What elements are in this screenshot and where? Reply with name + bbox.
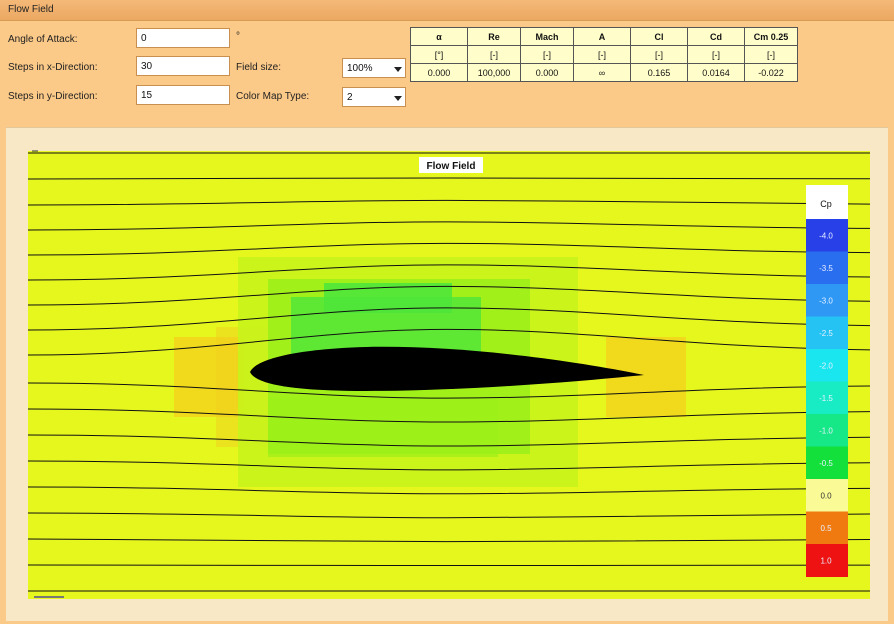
colorbar-swatch <box>806 511 848 545</box>
colorbar-swatch <box>806 219 848 252</box>
colorbar-label: -3.0 <box>819 296 833 305</box>
steps-x-label: Steps in x-Direction: <box>8 62 98 73</box>
unit-cd: [-] <box>687 45 745 64</box>
colorbar-swatch <box>806 251 848 285</box>
value-a: ∞ <box>573 63 631 82</box>
streamline <box>27 285 871 306</box>
colorbar-label: -2.5 <box>819 329 833 338</box>
colorbar-label: 0.5 <box>820 524 832 533</box>
cp-colorbar: Cp -4.0 -3.5 -3.0 -2.5 -2.0 -1.5 -1.0 -0.5 0.0 0.… <box>806 185 848 577</box>
colorbar-label: -2.0 <box>819 361 833 370</box>
colorbar-title-box <box>806 185 848 219</box>
window-title: Flow Field <box>8 4 54 15</box>
header-cm: Cm 0.25 <box>744 27 798 46</box>
aoa-label: Angle of Attack: <box>8 34 78 45</box>
field-size-value: 100% <box>347 63 373 74</box>
field-size-label: Field size: <box>236 62 282 73</box>
streamline <box>27 242 871 256</box>
results-table: α Re Mach A Cl Cd Cm 0.25 [°] [-] [-] [-… <box>410 27 798 82</box>
aoa-input[interactable]: 0 <box>136 28 230 48</box>
header-cl: Cl <box>630 27 688 46</box>
streamline <box>27 221 871 231</box>
streamline <box>27 264 871 281</box>
streamline <box>27 328 871 356</box>
pressure-cell <box>268 397 498 457</box>
streamline <box>27 408 871 423</box>
color-map-value: 2 <box>347 92 353 103</box>
colorbar-label: -3.5 <box>819 264 833 273</box>
value-alpha: 0.000 <box>410 63 468 82</box>
colorbar-swatch <box>806 349 848 382</box>
steps-y-input[interactable]: 15 <box>136 85 230 105</box>
airfoil-shape <box>250 346 644 391</box>
colorbar-swatch <box>806 544 848 577</box>
unit-cm: [-] <box>744 45 798 64</box>
window-titlebar: Flow Field <box>0 0 894 21</box>
flow-field-pressure-cells <box>174 257 686 487</box>
streamline <box>27 460 871 471</box>
chevron-down-icon <box>394 67 402 72</box>
colorbar-label: -1.5 <box>819 394 833 403</box>
unit-a: [-] <box>573 45 631 64</box>
colorbar-label: -0.5 <box>819 459 833 468</box>
header-cd: Cd <box>687 27 745 46</box>
value-mach: 0.000 <box>520 63 574 82</box>
value-cl: 0.165 <box>630 63 688 82</box>
streamline <box>27 177 871 180</box>
unit-mach: [-] <box>520 45 574 64</box>
header-mach: Mach <box>520 27 574 46</box>
header-re: Re <box>467 27 521 46</box>
results-units-row: [°] [-] [-] [-] [-] [-] [-] <box>410 45 798 64</box>
colorbar-swatch <box>806 446 848 480</box>
color-map-label: Color Map Type: <box>236 91 310 102</box>
chevron-down-icon <box>394 96 402 101</box>
streamlines <box>27 152 871 592</box>
colorbar-label: -1.0 <box>819 426 833 435</box>
results-values-row: 0.000 100,000 0.000 ∞ 0.165 0.0164 -0.02… <box>410 63 798 82</box>
unit-alpha: [°] <box>410 45 468 64</box>
streamline <box>27 564 871 567</box>
value-cm: -0.022 <box>744 63 798 82</box>
colorbar-swatch <box>806 316 848 350</box>
colorbar-label: -4.0 <box>819 231 833 240</box>
color-map-select[interactable]: 2 <box>342 87 406 107</box>
plot-title-box <box>419 157 483 173</box>
value-re: 100,000 <box>467 63 521 82</box>
results-header-row: α Re Mach A Cl Cd Cm 0.25 <box>410 27 798 46</box>
steps-y-label: Steps in y-Direction: <box>8 91 98 102</box>
header-alpha: α <box>410 27 468 46</box>
steps-x-input[interactable]: 30 <box>136 56 230 76</box>
streamline <box>27 538 871 543</box>
colorbar-swatch <box>806 479 848 512</box>
colorbar-label: 0.0 <box>820 491 832 500</box>
streamline <box>27 382 871 399</box>
field-size-select[interactable]: 100% <box>342 58 406 78</box>
streamline <box>27 307 871 331</box>
plot-title: Flow Field <box>427 161 476 172</box>
flow-field-plot: Flow Field Cp -4.0 -3.5 -3.0 -2.5 -2.0 -1.5 -1… <box>27 150 871 599</box>
colorbar-swatch <box>806 381 848 415</box>
streamline <box>27 434 871 447</box>
header-a: A <box>573 27 631 46</box>
colorbar-title: Cp <box>820 199 832 209</box>
streamline <box>27 199 871 206</box>
colorbar-swatch <box>806 284 848 317</box>
aoa-unit: ° <box>236 31 240 42</box>
value-cd: 0.0164 <box>687 63 745 82</box>
unit-re: [-] <box>467 45 521 64</box>
colorbar-swatch <box>806 414 848 447</box>
colorbar-label: 1.0 <box>820 556 832 565</box>
streamline <box>27 512 871 519</box>
streamline <box>27 486 871 495</box>
unit-cl: [-] <box>630 45 688 64</box>
